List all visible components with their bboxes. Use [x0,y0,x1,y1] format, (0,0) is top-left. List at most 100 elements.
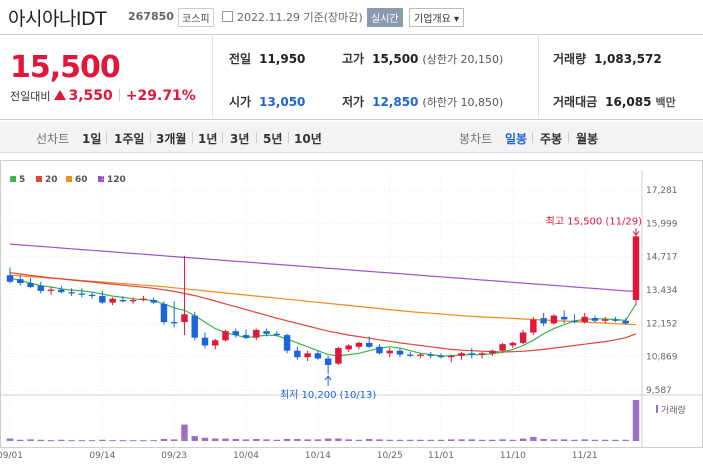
tab-1year[interactable]: 1년 [198,132,218,146]
volume-bar [160,438,168,441]
x-tick-label: 11/01 [428,451,454,461]
candle-body [47,289,55,291]
divider [118,89,120,101]
volume-bar [376,439,383,441]
stat-label: 거래대금 [553,95,598,109]
volume-bar [550,439,558,441]
volume-bar [489,439,496,441]
stock-name: 아시아나IDT [8,8,107,30]
volume-bar [37,439,45,441]
volume-bar [181,424,188,441]
volume-bar [386,439,393,441]
tab-candle-chart[interactable]: 봉차트 [459,132,493,146]
volume-bar [47,440,55,442]
stat-value: 11,950 [259,52,306,66]
y-tick-label: 14,717 [646,253,678,263]
volume-bar [191,436,198,441]
candle-body [335,348,342,364]
candle-body [427,354,434,356]
volume-bar [263,439,270,441]
price-change-row: 전일대비 3,550 +29.71% [10,88,196,104]
tab-line-chart[interactable]: 선차트 [36,132,70,146]
tab-1day[interactable]: 1일 [82,132,102,146]
legend-swatch [66,176,72,182]
change-value: 3,550 [68,88,113,104]
stat-value: 13,050 [259,95,306,109]
candle-body [140,298,147,300]
volume-bar [468,439,476,441]
stat-trade-value: 거래대금 16,085 백만 [553,93,676,110]
volume-bar [345,439,352,441]
candle-body [478,353,486,355]
stat-value: 16,085 [605,95,652,109]
candle-body [88,294,96,297]
divider [192,132,193,143]
candle-body [6,275,14,282]
tab-3month[interactable]: 3개월 [156,132,187,146]
candle-body [612,319,619,321]
candle-body [540,318,547,324]
stat-label: 고가 [342,52,365,66]
tab-3year[interactable]: 3년 [230,132,250,146]
stat-sub: (상한가 20,150) [422,53,504,66]
volume-bar [509,439,517,441]
y-tick-label: 15,999 [646,219,678,229]
high-annotation: 최고 15,500 (11/29) [546,215,642,227]
volume-bar [212,438,219,441]
stat-prev-close: 전일 11,950 [229,50,305,67]
tab-5year[interactable]: 5년 [263,132,283,146]
tab-1week[interactable]: 1주일 [114,132,145,146]
tab-daily[interactable]: 일봉 [505,132,528,146]
candle-body [530,319,537,333]
tab-10year[interactable]: 10년 [294,132,322,146]
up-arrow-icon [54,90,67,100]
candle-body [519,332,527,343]
candle-body [324,358,332,365]
candle-body [294,350,301,358]
date-label: 2022.11.29 기준(장마감) [237,11,363,24]
volume-bar [530,436,537,441]
volume-bar [396,439,404,441]
stat-label: 저가 [342,95,365,109]
candle-body [509,342,517,346]
candle-body [314,353,322,359]
volume-bar [222,438,229,441]
chart-period-tabs: 선차트 1일 1주일 3개월 1년 3년 5년 10년 봉차트 일봉 주봉 월봉 [0,122,703,153]
volume-bar [612,439,619,441]
candle-body [622,320,629,324]
volume-bar [365,438,373,441]
volume-bar [355,439,363,441]
legend-label: 20 [45,175,58,185]
volume-bar [232,438,239,441]
volume-bar [140,440,147,442]
candle-body [560,316,568,320]
realtime-button[interactable]: 실시간 [367,8,403,27]
divider [532,132,533,143]
tab-monthly[interactable]: 월봉 [576,132,599,146]
volume-bar [99,439,106,441]
high-arrow-head [632,230,640,237]
volume-bar [129,440,137,442]
candle-body [17,279,24,284]
volume-bar [427,439,434,441]
stat-value: 15,500 [372,52,419,66]
volume-bar [335,438,342,441]
stock-code: 267850 [128,10,174,23]
stat-high: 고가 15,500 (상한가 20,150) [342,50,503,67]
tab-weekly[interactable]: 주봉 [540,132,563,146]
legend-ma20: 20 [36,175,58,185]
candle-body [58,289,65,293]
y-tick-label: 9,587 [646,386,672,396]
volume-legend-swatch [656,405,658,413]
stat-label: 시가 [229,95,252,109]
y-tick-label: 12,152 [646,319,678,329]
candle-body [78,293,86,295]
divider [106,132,107,143]
company-overview-dropdown[interactable]: 기업개요 ▾ [409,8,464,27]
calendar-icon [222,11,233,22]
candle-body [601,319,609,321]
divider [568,132,569,143]
candle-body [253,329,260,338]
stat-value: 1,083,572 [594,52,662,66]
